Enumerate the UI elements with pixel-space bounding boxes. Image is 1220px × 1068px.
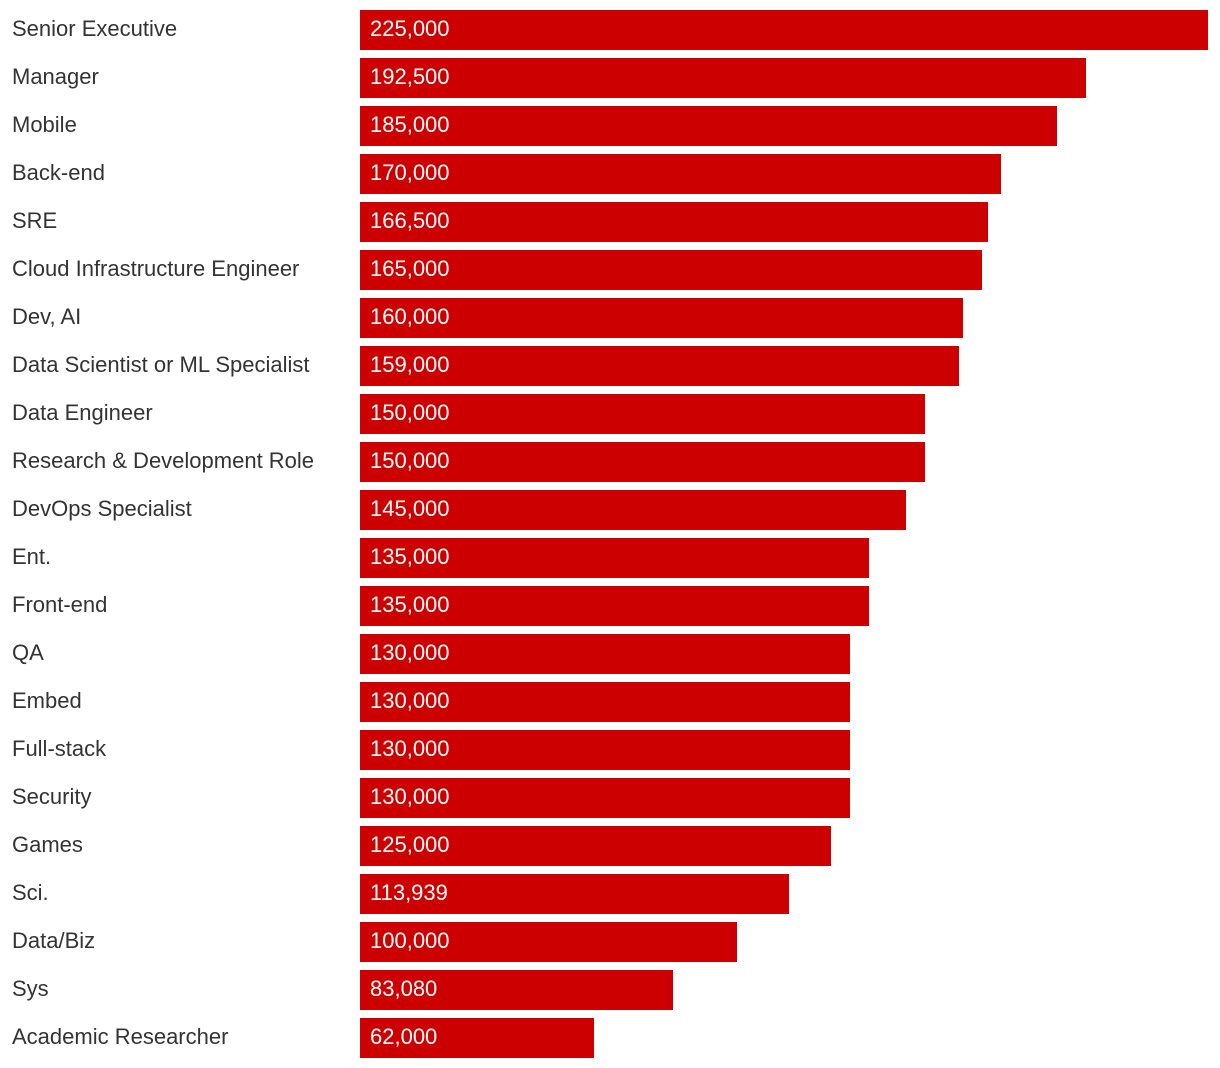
bar-value-label: 130,000 [370, 778, 450, 818]
bar-row: Manager 192,500 [0, 58, 1220, 98]
category-label: Cloud Infrastructure Engineer [12, 250, 299, 290]
bar-row: Sys 83,080 [0, 970, 1220, 1010]
bar-row: Front-end 135,000 [0, 586, 1220, 626]
bar-value-label: 159,000 [370, 346, 450, 386]
bar-value-label: 135,000 [370, 538, 450, 578]
bar [360, 298, 963, 338]
bar-row: Data Scientist or ML Specialist 159,000 [0, 346, 1220, 386]
bar-row: Research & Development Role 150,000 [0, 442, 1220, 482]
bar-value-label: 192,500 [370, 58, 450, 98]
bar-row: Full-stack 130,000 [0, 730, 1220, 770]
bar-row: Dev, AI 160,000 [0, 298, 1220, 338]
bar-row: Cloud Infrastructure Engineer 165,000 [0, 250, 1220, 290]
category-label: Manager [12, 58, 99, 98]
category-label: Front-end [12, 586, 107, 626]
bar-row: Academic Researcher 62,000 [0, 1018, 1220, 1058]
bar-value-label: 113,939 [370, 874, 448, 914]
bar-value-label: 62,000 [370, 1018, 437, 1058]
category-label: Data/Biz [12, 922, 95, 962]
category-label: Sys [12, 970, 49, 1010]
bar-value-label: 166,500 [370, 202, 450, 242]
category-label: SRE [12, 202, 57, 242]
bar-row: Mobile 185,000 [0, 106, 1220, 146]
bar-value-label: 83,080 [370, 970, 437, 1010]
category-label: QA [12, 634, 44, 674]
bar-row: SRE 166,500 [0, 202, 1220, 242]
bar-value-label: 130,000 [370, 730, 450, 770]
bar-row: Games 125,000 [0, 826, 1220, 866]
bar-value-label: 150,000 [370, 394, 450, 434]
bar-value-label: 170,000 [370, 154, 450, 194]
bar [360, 154, 1001, 194]
bar-row: Ent. 135,000 [0, 538, 1220, 578]
bar-row: Data/Biz 100,000 [0, 922, 1220, 962]
bar-row: Data Engineer 150,000 [0, 394, 1220, 434]
bar-value-label: 125,000 [370, 826, 450, 866]
category-label: Back-end [12, 154, 105, 194]
bar [360, 202, 988, 242]
bar [360, 58, 1086, 98]
bar [360, 106, 1057, 146]
category-label: Full-stack [12, 730, 106, 770]
bar [360, 346, 959, 386]
category-label: DevOps Specialist [12, 490, 192, 530]
bar-row: Senior Executive 225,000 [0, 10, 1220, 50]
category-label: Sci. [12, 874, 49, 914]
category-label: Dev, AI [12, 298, 81, 338]
category-label: Data Scientist or ML Specialist [12, 346, 310, 386]
category-label: Mobile [12, 106, 77, 146]
category-label: Research & Development Role [12, 442, 314, 482]
bar-value-label: 100,000 [370, 922, 450, 962]
category-label: Ent. [12, 538, 51, 578]
bar-value-label: 150,000 [370, 442, 450, 482]
category-label: Data Engineer [12, 394, 153, 434]
category-label: Academic Researcher [12, 1018, 228, 1058]
category-label: Games [12, 826, 83, 866]
bar-row: DevOps Specialist 145,000 [0, 490, 1220, 530]
bar-value-label: 130,000 [370, 682, 450, 722]
bar-value-label: 135,000 [370, 586, 450, 626]
bar-value-label: 130,000 [370, 634, 450, 674]
bar-row: Embed 130,000 [0, 682, 1220, 722]
bar-row: Sci. 113,939 [0, 874, 1220, 914]
bar-value-label: 160,000 [370, 298, 450, 338]
category-label: Security [12, 778, 91, 818]
bar-value-label: 145,000 [370, 490, 450, 530]
bar-value-label: 165,000 [370, 250, 450, 290]
category-label: Embed [12, 682, 82, 722]
bar-value-label: 185,000 [370, 106, 450, 146]
bar [360, 250, 982, 290]
bar-value-label: 225,000 [370, 10, 450, 50]
bar-row: Security 130,000 [0, 778, 1220, 818]
bar-row: Back-end 170,000 [0, 154, 1220, 194]
bar [360, 10, 1208, 50]
bar-row: QA 130,000 [0, 634, 1220, 674]
category-label: Senior Executive [12, 10, 177, 50]
